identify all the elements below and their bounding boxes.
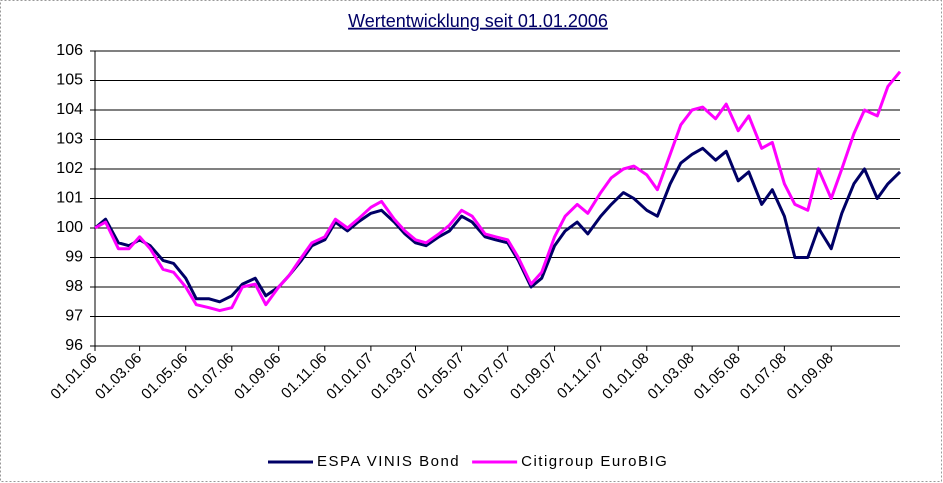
y-tick-label: 102 — [56, 160, 83, 177]
y-tick-label: 101 — [56, 190, 83, 207]
series-line — [94, 146, 902, 304]
y-tick-label: 104 — [56, 101, 83, 118]
y-tick-label: 96 — [65, 337, 83, 354]
y-tick-label: 103 — [56, 131, 83, 148]
y-tick-label: 100 — [56, 219, 83, 236]
y-tick-label: 105 — [56, 72, 83, 89]
y-tick-label: 99 — [65, 249, 83, 266]
y-tick-label: 98 — [65, 278, 83, 295]
series-line — [94, 70, 902, 313]
y-tick-label: 106 — [56, 42, 83, 59]
chart-title: Wertentwicklung seit 01.01.2006 — [348, 11, 608, 31]
legend-label: ESPA VINIS Bond — [317, 453, 460, 470]
y-tick-label: 97 — [65, 308, 83, 325]
legend-label: Citigroup EuroBIG — [521, 453, 668, 470]
